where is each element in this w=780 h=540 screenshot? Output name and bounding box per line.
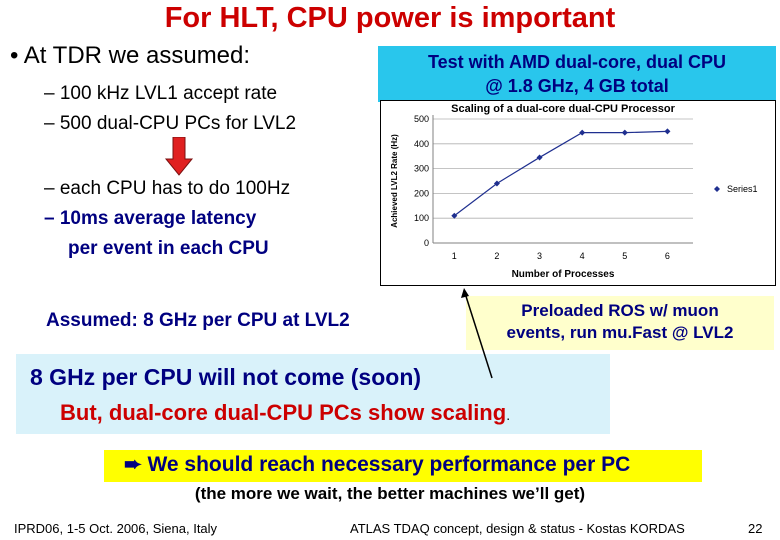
arrow-right-icon: ➨ <box>124 453 142 476</box>
y-axis-label: Achieved LVL2 Rate (Hz) <box>390 134 399 228</box>
conclusion-line2: But, dual-core dual-CPU PCs show scaling… <box>60 400 510 426</box>
y-tick-label: 400 <box>414 139 429 149</box>
chart-title: Scaling of a dual-core dual-CPU Processo… <box>451 103 675 115</box>
footer-conference: IPRD06, 1-5 Oct. 2006, Siena, Italy <box>14 521 218 536</box>
x-tick-label: 5 <box>622 251 627 261</box>
data-point <box>493 180 500 187</box>
x-tick-label: 6 <box>665 251 670 261</box>
down-arrow-icon <box>164 137 194 176</box>
x-tick-label: 3 <box>537 251 542 261</box>
legend-marker <box>714 186 720 192</box>
parenthetical-note: (the more we wait, the better machines w… <box>194 484 586 503</box>
bullet-dual-cpu-pcs: – 500 dual-CPU PCs for LVL2 <box>44 113 297 134</box>
bullet-tdr-assumed: • At TDR we assumed: <box>10 42 251 69</box>
y-tick-label: 200 <box>414 188 429 198</box>
bullet-cpu-rate: – each CPU has to do 100Hz <box>44 178 291 199</box>
x-tick-label: 4 <box>580 251 585 261</box>
x-tick-label: 2 <box>494 251 499 261</box>
should-reach-text: ➨ We should reach necessary performance … <box>124 452 630 477</box>
bullet-latency-cont: per event in each CPU <box>68 238 269 259</box>
y-tick-label: 500 <box>414 114 429 124</box>
y-tick-label: 0 <box>424 238 429 248</box>
pointer-line <box>461 288 493 379</box>
preloaded-ros-box: Preloaded ROS w/ muon events, run mu.Fas… <box>466 296 774 350</box>
x-tick-label: 1 <box>452 251 457 261</box>
y-tick-label: 300 <box>414 164 429 174</box>
conclusion-line2-text: But, dual-core dual-CPU PCs show scaling <box>60 400 507 425</box>
assumed-ghz-text: Assumed: 8 GHz per CPU at LVL2 <box>46 310 350 331</box>
bullet-lvl1-rate: – 100 kHz LVL1 accept rate <box>44 83 278 104</box>
data-point <box>664 128 671 135</box>
data-point <box>536 154 543 161</box>
slide-title: For HLT, CPU power is important <box>164 2 616 34</box>
legend-label: Series1 <box>727 184 758 194</box>
test-setup-box: Test with AMD dual-core, dual CPU @ 1.8 … <box>378 46 776 102</box>
bullet-latency: – 10ms average latency <box>44 208 257 229</box>
scaling-chart-svg: Scaling of a dual-core dual-CPU Processo… <box>390 103 758 280</box>
conclusion-box <box>16 354 610 434</box>
data-point <box>621 129 628 136</box>
test-setup-line1: Test with AMD dual-core, dual CPU <box>427 52 727 72</box>
data-point <box>451 212 458 219</box>
highlight-box <box>104 450 702 482</box>
page-number: 22 <box>748 521 763 536</box>
should-reach-label: We should reach necessary performance pe… <box>147 453 631 476</box>
footer-author: ATLAS TDAQ concept, design & status - Ko… <box>350 521 685 536</box>
conclusion-line1: 8 GHz per CPU will not come (soon) <box>30 364 422 390</box>
series-line <box>453 130 668 217</box>
data-point <box>579 129 586 136</box>
preloaded-line1: Preloaded ROS w/ muon <box>521 301 719 320</box>
x-axis-label: Number of Processes <box>512 269 615 280</box>
conclusion-line2-period: . <box>506 407 511 423</box>
test-setup-line2: @ 1.8 GHz, 4 GB total <box>485 76 669 96</box>
preloaded-line2: events, run mu.Fast @ LVL2 <box>506 323 734 342</box>
y-tick-label: 100 <box>414 213 429 223</box>
scaling-chart: Scaling of a dual-core dual-CPU Processo… <box>380 100 776 286</box>
